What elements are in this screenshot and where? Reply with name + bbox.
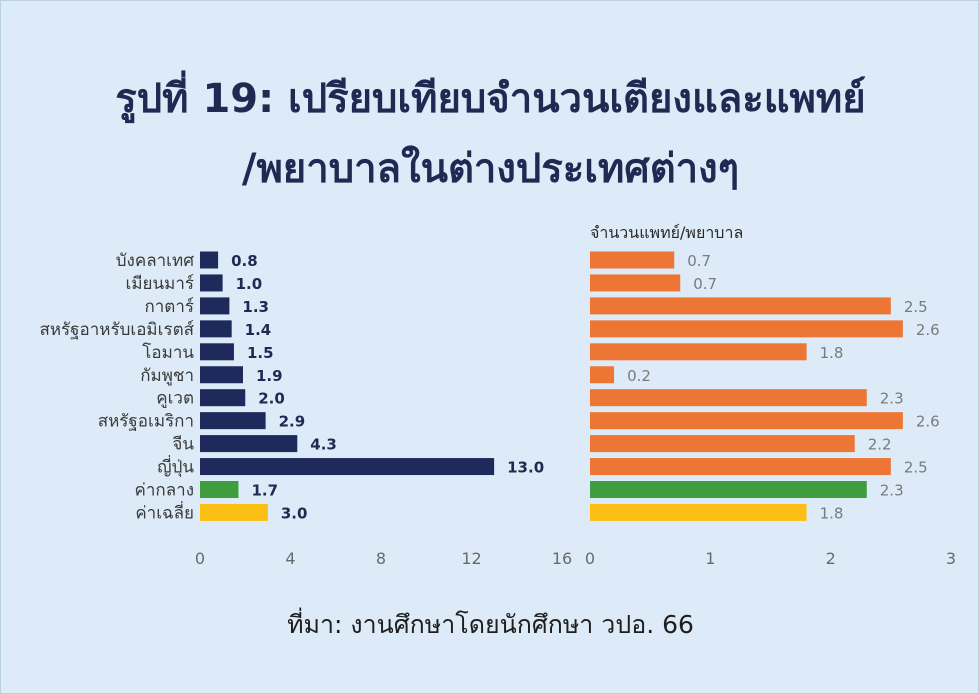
beds-value-label: 0.8 (231, 252, 258, 270)
beds-value-label: 4.3 (310, 436, 337, 454)
beds-bar (200, 320, 232, 338)
beds-value-label: 1.0 (236, 275, 263, 293)
beds-bar (200, 458, 495, 476)
beds-bar (200, 366, 243, 384)
beds-value-label: 1.5 (247, 344, 274, 362)
doctors-chart-title: จำนวนแพทย์/พยาบาล (590, 223, 743, 242)
category-label: สหรัฐอาหรับเอมิเรตส์ (39, 320, 194, 340)
beds-bar (200, 412, 266, 430)
source-note: ที่มา: งานศึกษาโดยนักศึกษา วปอ. 66 (287, 610, 694, 639)
doctors-value-label: 0.7 (693, 275, 717, 293)
beds-x-tick-label: 0 (195, 549, 205, 568)
doctors-bar (590, 435, 855, 453)
beds-value-label: 1.9 (256, 367, 283, 385)
beds-value-label: 1.4 (245, 321, 272, 339)
doctors-bar (590, 297, 891, 315)
doctors-value-label: 1.8 (820, 504, 844, 522)
doctors-bar (590, 343, 807, 361)
category-label: บังคลาเทศ (116, 251, 194, 271)
doctors-bar (590, 481, 867, 498)
doctors-value-label: 1.8 (820, 344, 844, 362)
doctors-bar (590, 274, 681, 292)
doctors-bar (590, 412, 903, 430)
doctors-x-tick-label: 0 (585, 549, 595, 568)
doctors-value-label: 2.5 (904, 298, 928, 316)
beds-value-label: 2.9 (279, 413, 306, 431)
category-label: เมียนมาร์ (126, 274, 194, 294)
category-label: กัมพูชา (140, 366, 194, 386)
beds-x-tick-label: 8 (376, 549, 386, 568)
beds-bar (200, 503, 268, 521)
doctors-value-label: 2.6 (916, 321, 940, 339)
category-label: ญี่ปุ่น (157, 455, 194, 478)
beds-bar (200, 481, 239, 498)
category-label: ค่ากลาง (135, 481, 194, 501)
category-label: สหรัฐอเมริกา (98, 412, 194, 432)
doctors-x-tick-label: 2 (826, 549, 836, 568)
doctors-value-label: 2.3 (880, 390, 904, 408)
beds-value-label: 2.0 (258, 390, 285, 408)
beds-x-tick-label: 4 (285, 549, 295, 568)
doctors-x-tick-label: 1 (705, 549, 715, 568)
beds-value-label: 13.0 (507, 459, 544, 477)
doctors-bar (590, 389, 867, 407)
doctors-bar (590, 251, 675, 269)
doctors-value-label: 2.5 (904, 459, 928, 477)
figure-title-line2: /พยาบาลในต่างประเทศต่างๆ (241, 146, 740, 192)
doctors-value-label: 2.6 (916, 413, 940, 431)
beds-bar (200, 297, 230, 315)
doctors-bar (590, 458, 891, 476)
category-label: ค่าเฉลี่ย (135, 500, 194, 523)
beds-bar (200, 389, 246, 407)
category-label: จีน (172, 435, 194, 455)
doctors-bar (590, 366, 615, 384)
beds-bar (200, 343, 234, 361)
beds-value-label: 1.7 (251, 482, 278, 500)
category-label: กาตาร์ (144, 297, 194, 317)
beds-x-tick-label: 16 (552, 549, 572, 568)
beds-bar (200, 435, 298, 453)
beds-bar (200, 251, 219, 269)
figure-title-line1: รูปที่ 19: เปรียบเทียบจำนวนเตียงและแพทย์ (115, 76, 866, 122)
beds-value-label: 1.3 (242, 298, 269, 316)
beds-bar (200, 274, 223, 292)
doctors-x-tick-label: 3 (946, 549, 956, 568)
category-label: โอมาน (142, 342, 194, 363)
doctors-value-label: 0.7 (687, 252, 711, 270)
doctors-value-label: 0.2 (627, 367, 651, 385)
category-label: คูเวต (156, 389, 194, 409)
doctors-value-label: 2.3 (880, 482, 904, 500)
beds-x-tick-label: 12 (461, 549, 481, 568)
doctors-value-label: 2.2 (868, 436, 892, 454)
doctors-bar (590, 503, 807, 521)
doctors-bar (590, 320, 903, 338)
beds-value-label: 3.0 (281, 504, 308, 522)
